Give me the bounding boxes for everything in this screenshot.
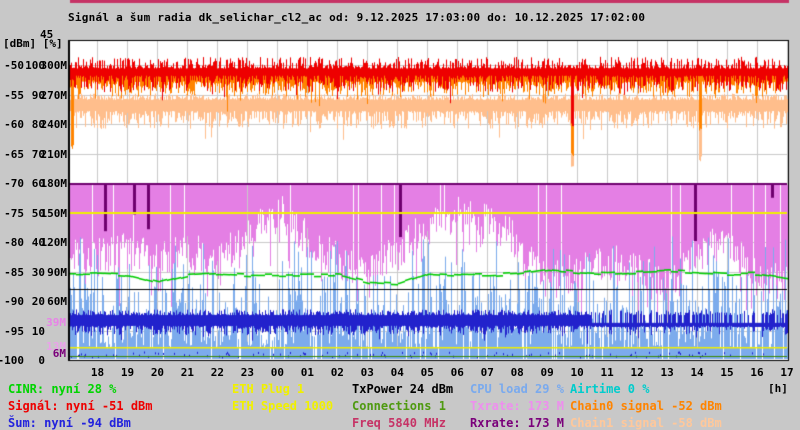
y-axis-tick-pct: 10 [31, 324, 45, 338]
y-axis-tick-mbit: 270M [40, 88, 68, 102]
y-axis-tick-mbit: 210M [40, 147, 68, 161]
x-axis-hour-label: 18 [90, 366, 105, 379]
legend-item: Txrate: 173 M [470, 399, 564, 413]
y-axis-tick-pct: 0 [38, 354, 45, 367]
y-axis-tick-pct: 60 [31, 177, 45, 190]
x-axis-hour-label: 09 [540, 366, 554, 379]
y-axis-tick-pct: 40 [31, 236, 45, 249]
x-axis-hour-label: 19 [120, 366, 135, 379]
x-axis-hour-label: 11 [600, 366, 614, 379]
x-axis-hour-label: 08 [510, 366, 524, 379]
y-axis-tick-dbm: -65 [4, 147, 24, 161]
y-axis-tick-dbm: -55 [4, 88, 24, 102]
graph-title: Signál a šum radia dk_selichar_cl2_ac od… [68, 11, 646, 24]
y-axis-top-value: 45 [40, 28, 54, 41]
y-axis-tick-mbit: 240M [40, 118, 68, 131]
x-axis-hour-label: 04 [390, 366, 404, 379]
legend-item: CPU load 29 % [470, 382, 564, 396]
y-axis-row: -95 10 [0, 324, 67, 338]
y-axis-tick-dbm: -80 [4, 236, 24, 249]
y-axis-row: -75 50 150M [0, 206, 68, 220]
x-axis-hour-label: 16 [750, 366, 764, 379]
legend-item: Connections 1 [352, 399, 446, 413]
legend-item: Chain1 signal -58 dBm [570, 416, 722, 430]
x-axis-hour-label: 15 [720, 366, 734, 379]
x-axis-hour-label: 10 [570, 366, 584, 379]
y-axis-tick-dbm: -70 [4, 177, 24, 190]
y-axis-tick-dbm: -100 [0, 354, 24, 367]
y-axis-row: -85 30 90M [0, 265, 67, 279]
y-axis-row: -50 100 300M [0, 59, 68, 72]
x-axis-hour-label: 07 [480, 366, 494, 379]
y-axis-tick-mbit: 150M [40, 206, 68, 220]
x-axis-unit-label: [h] [768, 382, 788, 395]
legend-item: Chain0 signal -52 dBm [570, 399, 722, 413]
x-axis-hour-label: 05 [420, 366, 434, 379]
y-axis-tick-mbit: 60M [47, 295, 67, 308]
x-axis-hour-label: 00 [270, 366, 284, 379]
x-axis-hour-label: 21 [180, 366, 195, 379]
y-axis-tick-dbm: -75 [4, 206, 24, 220]
x-axis-hour-label: 14 [690, 366, 704, 379]
legend-item: ETH Plug 1 [232, 382, 305, 396]
y-axis-row: -60 80 240M [0, 118, 68, 131]
y-axis-rate-marker: 6M [52, 347, 66, 360]
legend-item: Šum: nyní -94 dBm [8, 416, 131, 430]
y-axis-rate-marker: 13M [46, 340, 66, 353]
y-axis-tick-pct: 100 [25, 59, 45, 72]
y-axis-tick-mbit: 90M [47, 265, 67, 279]
y-axis-tick-pct: 80 [31, 118, 45, 131]
legend-item: Rxrate: 173 M [470, 416, 564, 430]
x-axis-hour-label: 06 [450, 366, 464, 379]
y-axis-tick-dbm: -60 [4, 118, 24, 131]
x-axis-hour-label: 22 [210, 366, 225, 379]
x-axis-hour-label: 17 [780, 366, 794, 379]
legend-item: Freq 5840 MHz [352, 416, 446, 430]
x-axis-hour-label: 23 [240, 366, 254, 379]
y-axis-tick-pct: 50 [31, 206, 45, 220]
x-axis-hour-label: 02 [330, 366, 344, 379]
legend-item: Airtime 0 % [570, 382, 650, 396]
x-axis-hour-label: 13 [660, 366, 674, 379]
legend-item: ETH Speed 1000 [232, 399, 334, 413]
y-axis-row: -65 70 210M [0, 147, 68, 161]
y-axis-tick-pct: 70 [31, 147, 45, 161]
x-axis-hour-label: 20 [150, 366, 165, 379]
y-axis-tick-dbm: -50 [4, 59, 24, 72]
y-axis-rate-marker: 39M [46, 316, 66, 329]
y-axis-row: -80 40 120M [0, 236, 68, 249]
y-axis-row: -100 0 [0, 354, 67, 367]
x-axis-hour-label: 03 [360, 366, 374, 379]
y-axis-tick-pct: 30 [31, 265, 45, 279]
legend-item: Signál: nyní -51 dBm [8, 399, 153, 413]
y-axis-tick-dbm: -85 [4, 265, 24, 279]
x-axis-hour-label: 12 [630, 366, 644, 379]
y-axis-row: -70 60 180M [0, 177, 68, 190]
x-axis-hour-label: 01 [300, 366, 314, 379]
y-axis-tick-pct: 90 [31, 88, 45, 102]
legend-item: CINR: nyní 28 % [8, 382, 117, 396]
y-axis-tick-mbit: 120M [40, 236, 68, 249]
y-axis-units-label: [dBm] [%] [3, 37, 63, 50]
y-axis-tick-pct: 20 [31, 295, 45, 308]
y-axis-row: -90 20 60M [0, 295, 67, 308]
y-axis-tick-dbm: -95 [4, 324, 24, 338]
y-axis-row: -55 90 270M [0, 88, 68, 102]
y-axis-tick-mbit: 180M [40, 177, 68, 190]
legend-item: TxPower 24 dBm [352, 382, 454, 396]
y-axis-tick-dbm: -90 [4, 295, 24, 308]
y-axis-tick-mbit: 300M [40, 59, 68, 72]
